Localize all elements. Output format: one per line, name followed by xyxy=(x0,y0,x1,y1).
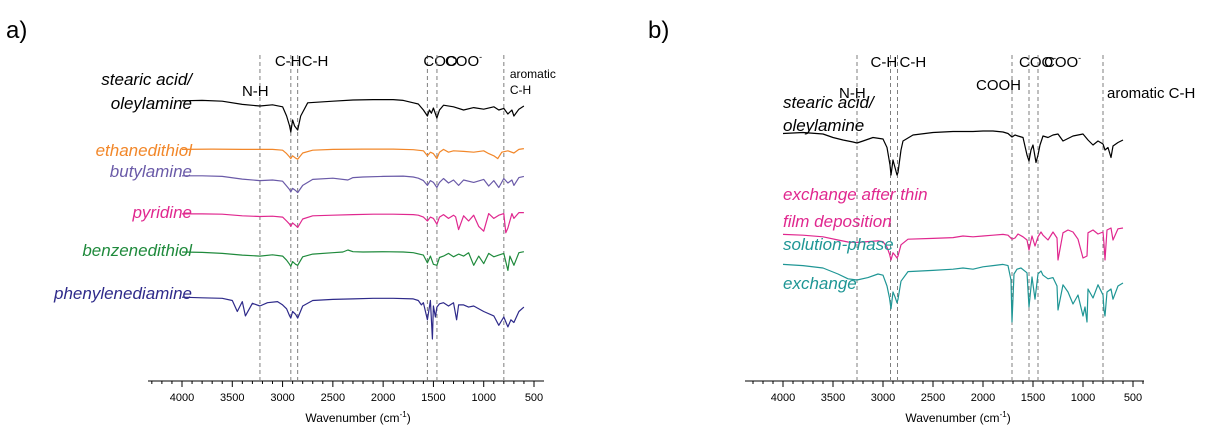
band-label: COO- xyxy=(445,52,482,70)
band-label-text: N-H xyxy=(242,83,269,100)
band-label-text: COOH xyxy=(976,77,1021,94)
band-label-line2: C-H xyxy=(510,83,531,97)
band-label: N-H xyxy=(839,85,866,102)
x-tick-label: 1000 xyxy=(1071,392,1095,404)
x-tick-label: 3000 xyxy=(270,392,294,404)
band-label: aromatic C-H xyxy=(1107,85,1195,102)
x-tick-label: 3500 xyxy=(821,392,845,404)
band-label: C-H xyxy=(302,53,329,70)
series-label-line2: film deposition xyxy=(783,212,892,231)
x-axis-title: Wavenumber (cm-1) xyxy=(905,410,1010,425)
band-label-text: C-H xyxy=(900,54,927,71)
panel-label: a) xyxy=(6,17,27,44)
band-label: aromatic xyxy=(510,67,556,81)
spectrum-trace xyxy=(182,212,524,234)
band-label-text: COO xyxy=(423,53,457,70)
x-tick-label: 500 xyxy=(1124,392,1142,404)
x-tick-label: 4000 xyxy=(771,392,795,404)
spectrum-trace xyxy=(181,148,524,160)
series-label-line2: oleylamine xyxy=(783,116,864,135)
series-label: exchange after thin xyxy=(783,185,928,204)
band-label: COOH xyxy=(976,77,1021,94)
band-label-text: COO xyxy=(1044,54,1078,71)
x-tick-label: 3500 xyxy=(220,392,244,404)
x-tick-label: 2500 xyxy=(321,392,345,404)
series-label: solution-phase xyxy=(783,235,894,254)
series-label: butylamine xyxy=(110,162,192,181)
band-label-text: aromatic C-H xyxy=(1107,85,1195,102)
x-axis-title-close: ) xyxy=(1007,411,1011,425)
band-label-superscript: - xyxy=(458,52,461,62)
band-label-superscript: - xyxy=(1078,53,1081,63)
spectrum-trace xyxy=(782,263,1124,323)
band-label: C-H xyxy=(900,54,927,71)
band-label-text: C-H xyxy=(275,53,302,70)
x-tick-label: 1500 xyxy=(1021,392,1045,404)
panel-label: b) xyxy=(648,17,669,44)
x-axis-title-text: Wavenumber (cm xyxy=(305,411,399,425)
spectrum-trace xyxy=(782,227,1124,261)
x-axis-title-superscript: -1 xyxy=(1000,410,1008,419)
spectrum-trace xyxy=(182,175,525,194)
band-label: COO- xyxy=(1044,53,1081,71)
x-axis-title-text: Wavenumber (cm xyxy=(905,411,999,425)
x-axis-title: Wavenumber (cm-1) xyxy=(305,410,410,425)
x-tick-label: 2500 xyxy=(921,392,945,404)
band-label-superscript: - xyxy=(1053,53,1056,63)
band-label: C-H xyxy=(871,54,898,71)
x-tick-label: 1000 xyxy=(471,392,495,404)
series-label-line2: oleylamine xyxy=(111,94,192,113)
band-label-text: COO xyxy=(445,53,479,70)
band-label-text: aromatic xyxy=(510,67,556,81)
series-label: ethanedithiol xyxy=(96,141,194,160)
band-label: N-H xyxy=(242,83,269,100)
spectrum-trace xyxy=(181,99,525,133)
spectrum-trace xyxy=(181,249,525,271)
x-tick-label: 2000 xyxy=(371,392,395,404)
x-tick-label: 500 xyxy=(525,392,543,404)
series-label: benzenedithiol xyxy=(82,241,193,260)
x-tick-label: 3000 xyxy=(871,392,895,404)
x-tick-label: 1500 xyxy=(421,392,445,404)
band-label-text: N-H xyxy=(839,85,866,102)
band-label-superscript: - xyxy=(479,52,482,62)
x-tick-label: 2000 xyxy=(971,392,995,404)
series-label: phenylenediamine xyxy=(53,284,192,303)
series-label: pyridine xyxy=(131,203,192,222)
band-label-text: C-H xyxy=(302,53,329,70)
x-axis-title-superscript: -1 xyxy=(400,410,408,419)
band-label: COO- xyxy=(1019,53,1056,71)
band-label-text: C-H xyxy=(871,54,898,71)
series-label: stearic acid/ xyxy=(783,93,876,112)
x-tick-label: 4000 xyxy=(170,392,194,404)
band-label-text: COO xyxy=(1019,54,1053,71)
spectrum-trace xyxy=(181,296,525,340)
series-label-line2: exchange xyxy=(783,274,857,293)
x-axis-title-close: ) xyxy=(407,411,411,425)
band-label: C-H xyxy=(275,53,302,70)
series-label: stearic acid/ xyxy=(101,70,194,89)
band-label: COO- xyxy=(423,52,460,70)
spectrum-trace xyxy=(782,130,1124,176)
